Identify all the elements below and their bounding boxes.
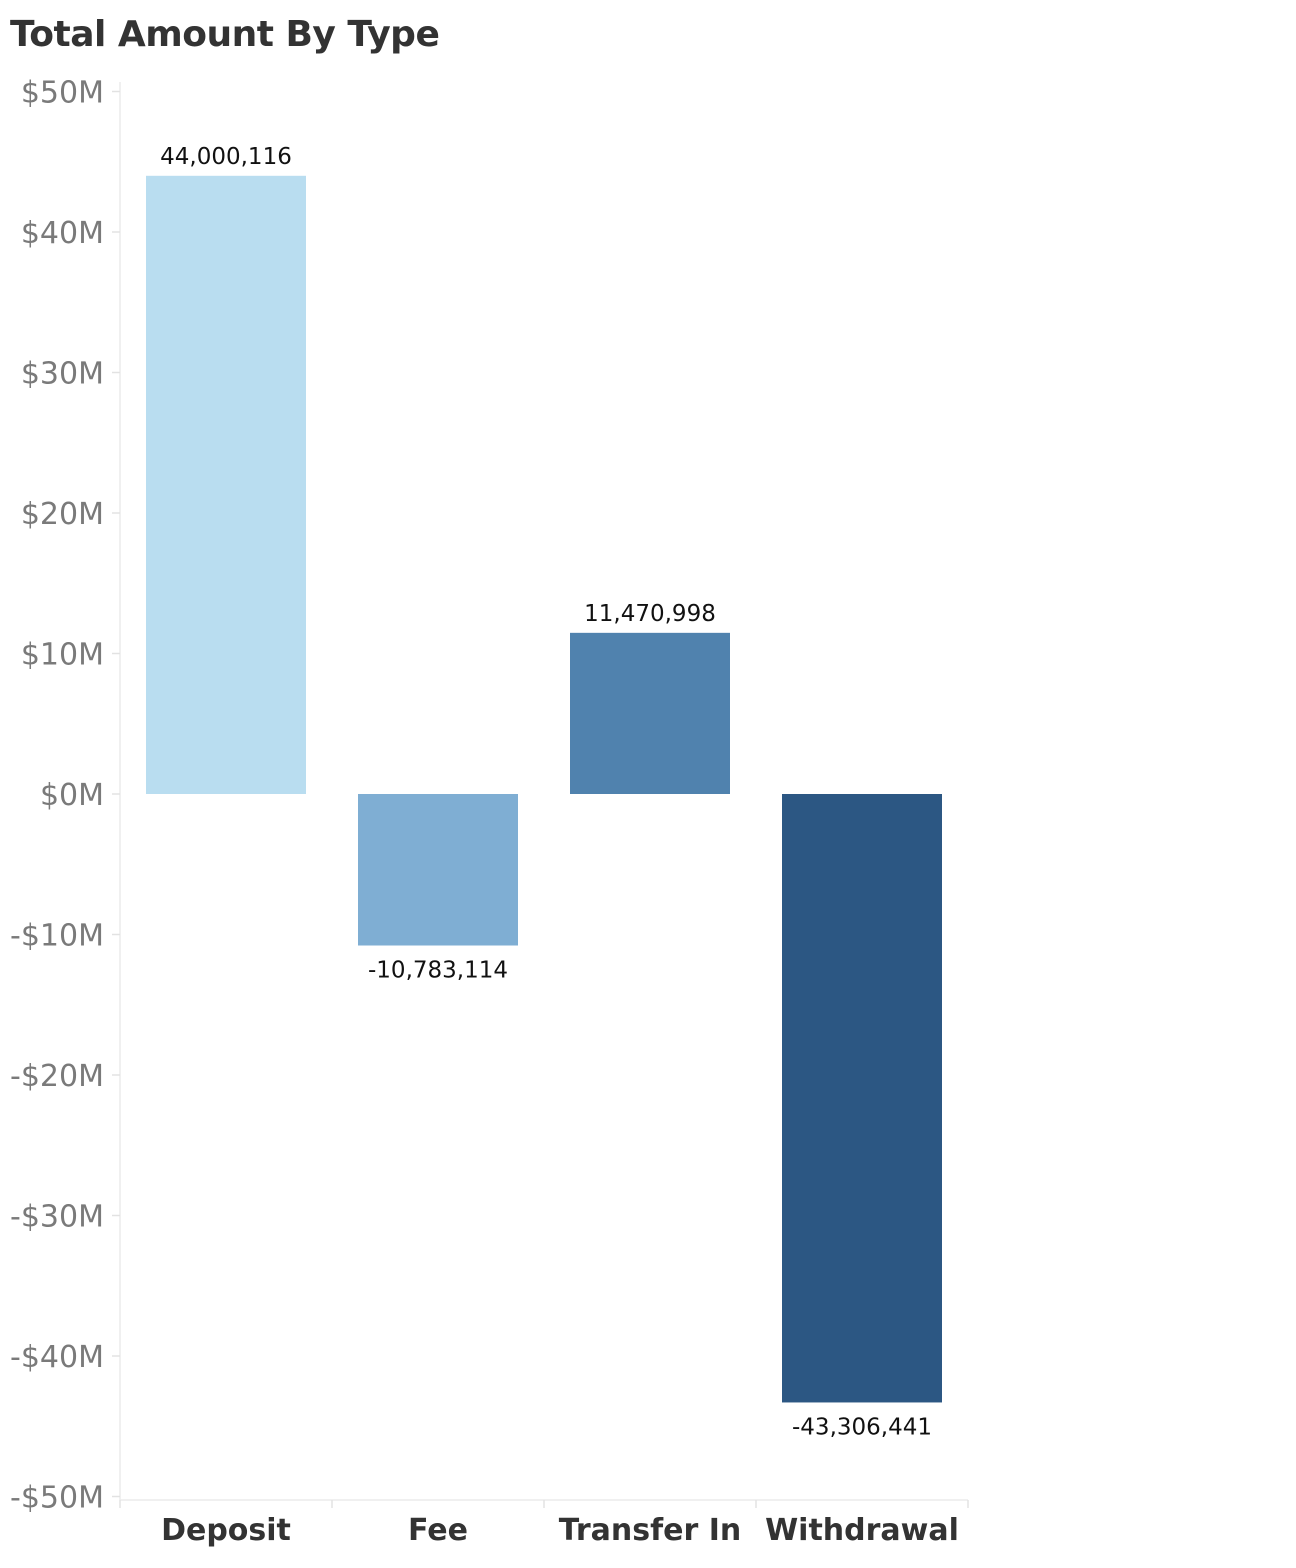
y-tick-label: -$10M bbox=[10, 919, 104, 954]
x-category-label: Withdrawal bbox=[765, 1513, 959, 1548]
data-label: 11,470,998 bbox=[584, 601, 716, 627]
data-label: 44,000,116 bbox=[160, 144, 292, 170]
y-tick-label: $30M bbox=[21, 357, 104, 392]
bar-withdrawal[interactable] bbox=[782, 794, 942, 1403]
y-tick-label: $10M bbox=[21, 638, 104, 673]
x-category-label: Fee bbox=[408, 1513, 468, 1548]
x-axis-categories: Deposit Fee Transfer In Withdrawal bbox=[161, 1513, 959, 1548]
y-tick-label: $0M bbox=[40, 778, 104, 813]
bars bbox=[146, 175, 942, 1403]
x-category-label: Deposit bbox=[161, 1513, 291, 1548]
data-label: -43,306,441 bbox=[792, 1414, 932, 1440]
y-tick-label: -$20M bbox=[10, 1059, 104, 1094]
bar-deposit[interactable] bbox=[146, 175, 306, 795]
axes bbox=[119, 82, 969, 1508]
data-label: -10,783,114 bbox=[368, 958, 508, 984]
x-category-label: Transfer In bbox=[559, 1513, 742, 1548]
y-tick-label: -$50M bbox=[10, 1481, 104, 1516]
chart-title: Total Amount By Type bbox=[10, 14, 440, 55]
y-tick-label: $50M bbox=[21, 76, 104, 111]
data-labels: 44,000,116 -10,783,114 11,470,998 -43,306,4… bbox=[160, 144, 932, 1441]
bar-transfer-in[interactable] bbox=[570, 632, 730, 794]
y-tick-label: -$40M bbox=[10, 1340, 104, 1375]
y-axis-ticks: $50M $40M $30M $20M $10M $0M -$10M -$20M -$30M -$… bbox=[10, 76, 120, 1516]
bar-fee[interactable] bbox=[358, 794, 518, 946]
y-tick-label: $20M bbox=[21, 497, 104, 532]
y-tick-label: $40M bbox=[21, 216, 104, 251]
y-tick-label: -$30M bbox=[10, 1200, 104, 1235]
